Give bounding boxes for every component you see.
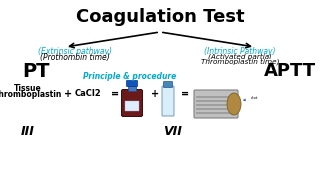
Text: Thromboplastin: Thromboplastin (0, 90, 62, 99)
Text: +: + (64, 89, 72, 99)
FancyBboxPatch shape (164, 82, 172, 87)
Text: Thromboplastin time): Thromboplastin time) (201, 58, 279, 65)
Text: PT: PT (22, 62, 50, 81)
Text: =: = (181, 89, 189, 99)
Text: (Extrinsic pathway): (Extrinsic pathway) (38, 47, 112, 56)
Text: CaCl2: CaCl2 (75, 89, 101, 98)
Text: Coagulation Test: Coagulation Test (76, 8, 244, 26)
Text: +: + (151, 89, 159, 99)
Bar (196, 108, 236, 110)
Text: APTT: APTT (264, 62, 316, 80)
FancyBboxPatch shape (162, 86, 174, 116)
Text: III: III (21, 125, 35, 138)
Text: (Activated partial: (Activated partial (208, 53, 272, 60)
FancyBboxPatch shape (126, 80, 138, 87)
Bar (125, 101, 139, 111)
Text: (Prothombin time): (Prothombin time) (40, 53, 110, 62)
Bar (196, 112, 236, 114)
Ellipse shape (227, 93, 241, 115)
Text: Principle & procedure: Principle & procedure (84, 72, 177, 81)
Text: (Intrinsic Pathway): (Intrinsic Pathway) (204, 47, 276, 56)
Bar (128, 86, 136, 91)
FancyBboxPatch shape (122, 89, 142, 116)
Bar (196, 104, 236, 106)
Bar (196, 96, 236, 98)
Text: VII: VII (163, 125, 181, 138)
Bar (196, 100, 236, 102)
Text: clot: clot (244, 96, 259, 101)
Text: Tissue: Tissue (14, 84, 42, 93)
Text: =: = (111, 89, 119, 99)
FancyBboxPatch shape (194, 90, 238, 118)
